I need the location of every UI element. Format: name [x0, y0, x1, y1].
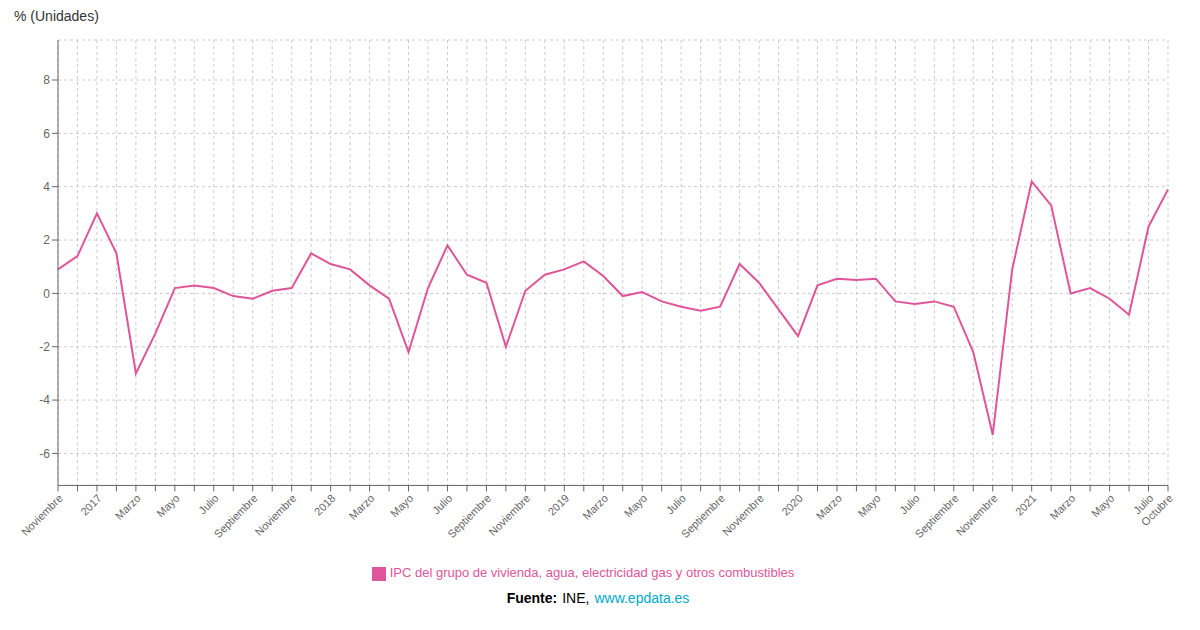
svg-text:8: 8	[43, 73, 50, 87]
svg-text:Noviembre: Noviembre	[720, 492, 766, 538]
svg-text:-4: -4	[39, 393, 50, 407]
svg-text:2019: 2019	[545, 492, 571, 518]
svg-text:-2: -2	[39, 340, 50, 354]
svg-text:Septiembre: Septiembre	[445, 492, 493, 540]
svg-text:Julio: Julio	[897, 492, 921, 516]
svg-text:2020: 2020	[779, 492, 805, 518]
svg-text:Mayo: Mayo	[154, 492, 182, 520]
svg-text:Septiembre: Septiembre	[679, 492, 727, 540]
svg-text:2021: 2021	[1013, 492, 1039, 518]
svg-text:Mayo: Mayo	[388, 492, 416, 520]
svg-text:Noviembre: Noviembre	[954, 492, 1000, 538]
svg-text:Marzo: Marzo	[113, 492, 143, 522]
svg-text:2: 2	[43, 233, 50, 247]
svg-text:Mayo: Mayo	[1089, 492, 1117, 520]
svg-text:Julio: Julio	[664, 492, 688, 516]
svg-text:0: 0	[43, 287, 50, 301]
svg-text:Marzo: Marzo	[580, 492, 610, 522]
svg-text:Noviembre: Noviembre	[19, 492, 65, 538]
svg-text:Mayo: Mayo	[622, 492, 650, 520]
svg-text:Mayo: Mayo	[855, 492, 883, 520]
svg-text:-6: -6	[39, 447, 50, 461]
svg-text:2018: 2018	[312, 492, 338, 518]
svg-text:Marzo: Marzo	[1047, 492, 1077, 522]
svg-text:Septiembre: Septiembre	[912, 492, 960, 540]
html-text:IPC del grupo de vivienda, agu: IPC del grupo de vivienda, agua, electri…	[389, 565, 795, 581]
svg-text:Marzo: Marzo	[346, 492, 376, 522]
svg-text:Septiembre: Septiembre	[211, 492, 259, 540]
svg-text:Octubre: Octubre	[1139, 492, 1175, 528]
svg-text:2017: 2017	[78, 492, 104, 518]
svg-text:Marzo: Marzo	[814, 492, 844, 522]
svg-text:6: 6	[43, 127, 50, 141]
svg-text:Julio: Julio	[1131, 491, 1156, 517]
html-text:Fuente: INE, www.epdata.es: Fuente: INE, www.epdata.es	[506, 590, 690, 606]
svg-text:Noviembre: Noviembre	[253, 492, 299, 538]
svg-text:Noviembre: Noviembre	[486, 492, 532, 538]
html-text:% (Unidades): % (Unidades)	[14, 8, 99, 24]
svg-text:Julio: Julio	[430, 492, 454, 516]
svg-text:Julio: Julio	[196, 492, 220, 516]
svg-text:4: 4	[43, 180, 50, 194]
